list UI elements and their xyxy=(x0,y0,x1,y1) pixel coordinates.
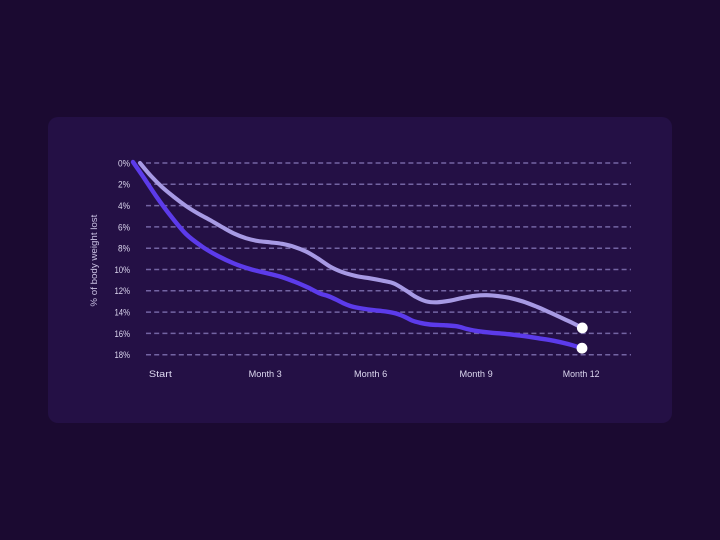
svg-text:8%: 8% xyxy=(118,244,130,255)
svg-text:Month 9: Month 9 xyxy=(460,369,493,380)
svg-text:16%: 16% xyxy=(115,329,131,340)
svg-text:0%: 0% xyxy=(118,158,130,169)
svg-text:12%: 12% xyxy=(115,286,131,297)
svg-text:% of body weight lost: % of body weight lost xyxy=(89,214,99,307)
svg-text:Month 3: Month 3 xyxy=(249,369,282,380)
svg-text:Start: Start xyxy=(149,369,172,380)
svg-text:2%: 2% xyxy=(118,180,130,191)
svg-text:6%: 6% xyxy=(118,222,130,233)
svg-text:10%: 10% xyxy=(115,265,131,276)
svg-text:4%: 4% xyxy=(118,201,130,212)
svg-text:Month 6: Month 6 xyxy=(354,369,387,380)
svg-text:18%: 18% xyxy=(115,350,131,361)
svg-text:Month 12: Month 12 xyxy=(563,369,600,380)
svg-text:14%: 14% xyxy=(115,308,131,319)
